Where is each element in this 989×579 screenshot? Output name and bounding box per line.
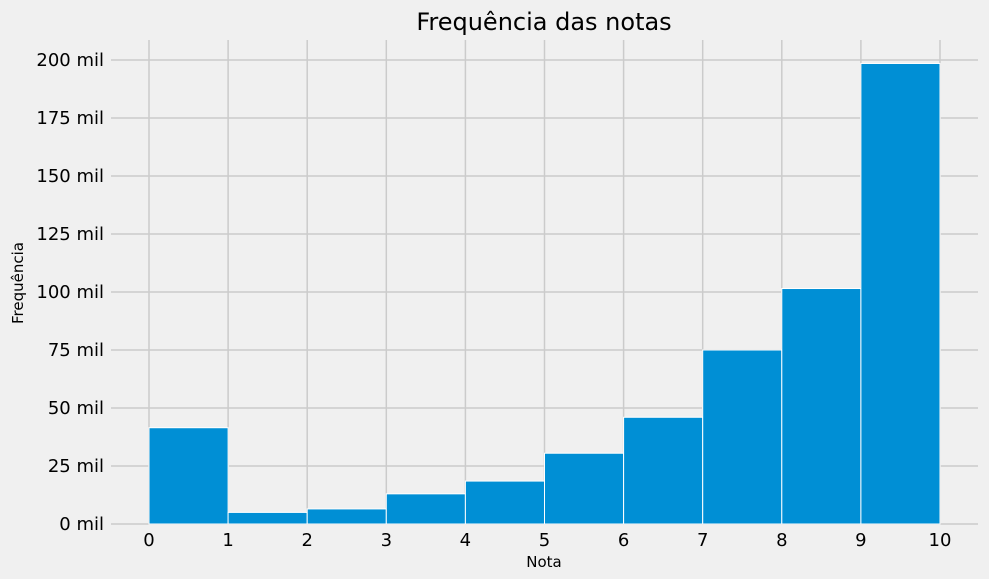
x-tick-labels: 0 1 2 3 4 5 6 7 8 9 10 — [143, 530, 951, 551]
y-tick-label: 25 mil — [48, 456, 104, 477]
bars — [148, 62, 941, 525]
x-tick-label: 3 — [381, 530, 392, 551]
y-tick-label: 100 mil — [36, 282, 104, 303]
histogram-bar — [623, 416, 704, 525]
x-tick-label: 7 — [697, 530, 708, 551]
y-tick-label: 0 mil — [59, 514, 104, 535]
x-tick-label: 2 — [301, 530, 312, 551]
y-tick-label: 50 mil — [48, 398, 104, 419]
histogram-bar — [464, 480, 545, 525]
y-tick-label: 150 mil — [36, 166, 104, 187]
chart-title: Frequência das notas — [416, 8, 671, 36]
y-axis-label: Frequência — [9, 242, 27, 324]
histogram-bar — [148, 427, 229, 525]
x-tick-label: 5 — [539, 530, 550, 551]
x-tick-label: 10 — [929, 530, 952, 551]
x-tick-label: 8 — [776, 530, 787, 551]
y-tick-labels: 0 mil 25 mil 50 mil 75 mil 100 mil 125 mil 150… — [36, 50, 104, 535]
histogram-bar — [702, 349, 783, 525]
histogram-bar — [860, 62, 941, 525]
y-tick-label: 125 mil — [36, 224, 104, 245]
y-tick-label: 175 mil — [36, 108, 104, 129]
y-tick-label: 75 mil — [48, 340, 104, 361]
x-axis-label: Nota — [526, 553, 561, 571]
grid-lines — [111, 40, 978, 525]
histogram-bar — [781, 288, 862, 525]
x-tick-label: 0 — [143, 530, 154, 551]
histogram-bar — [385, 493, 466, 525]
histogram-bar — [227, 511, 308, 525]
x-tick-label: 4 — [460, 530, 471, 551]
histogram-bar — [544, 452, 625, 525]
x-tick-label: 6 — [618, 530, 629, 551]
y-tick-label: 200 mil — [36, 50, 104, 71]
x-tick-label: 9 — [855, 530, 866, 551]
histogram-bar — [306, 508, 387, 525]
x-tick-label: 1 — [222, 530, 233, 551]
